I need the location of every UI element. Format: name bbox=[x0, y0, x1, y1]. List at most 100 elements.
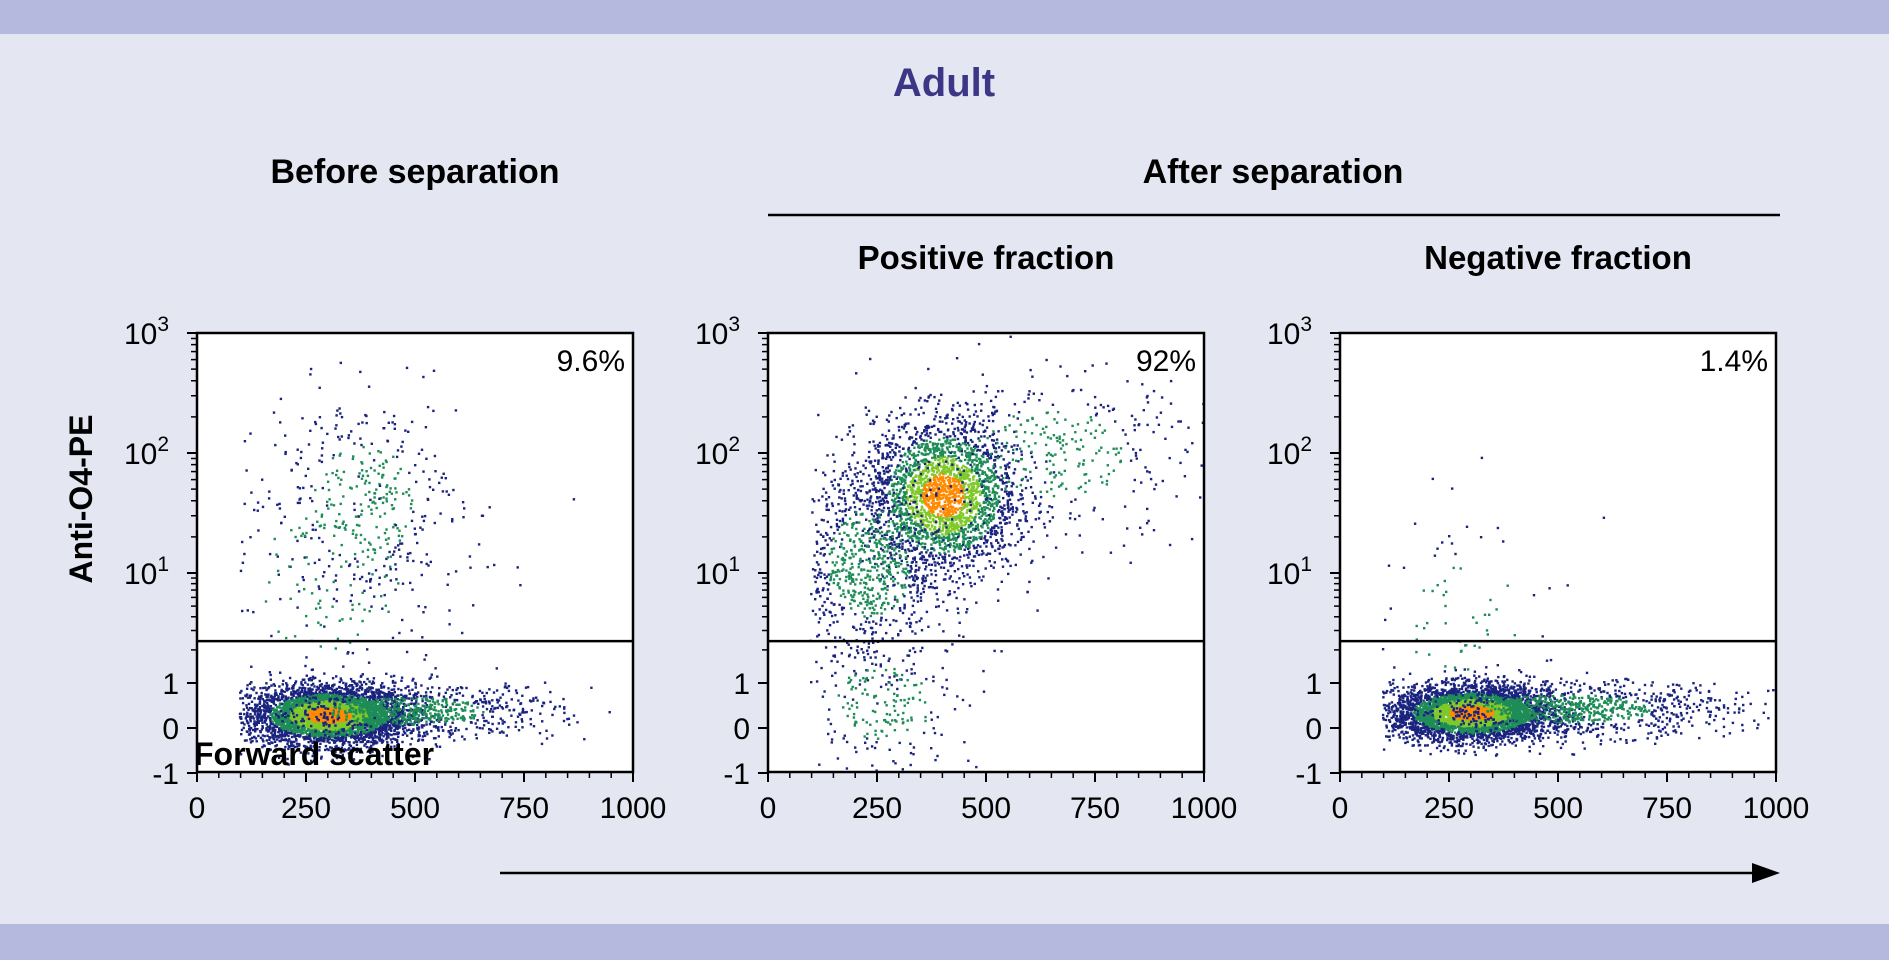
scatter-point bbox=[394, 709, 398, 712]
scatter-point bbox=[402, 706, 405, 709]
scatter-point bbox=[295, 739, 298, 742]
scatter-point bbox=[308, 691, 312, 695]
scatter-point bbox=[284, 697, 287, 701]
scatter-point bbox=[323, 691, 327, 695]
scatter-point bbox=[292, 686, 295, 689]
scatter-point bbox=[301, 730, 304, 733]
scatter-point bbox=[393, 745, 396, 748]
scatter-point bbox=[465, 686, 468, 690]
figure-title: Adult bbox=[893, 61, 995, 105]
scatter-point bbox=[349, 684, 352, 687]
scatter-point bbox=[428, 677, 431, 680]
scatter-point bbox=[271, 727, 274, 731]
scatter-point bbox=[488, 728, 491, 731]
scatter-point bbox=[253, 697, 256, 700]
scatter-point bbox=[374, 724, 378, 727]
scatter-point bbox=[297, 694, 301, 698]
scatter-point bbox=[273, 695, 277, 698]
scatter-point bbox=[347, 722, 351, 725]
scatter-point bbox=[391, 679, 395, 683]
scatter-point bbox=[325, 728, 328, 732]
scatter-point bbox=[323, 697, 326, 700]
scatter-point bbox=[390, 688, 393, 691]
scatter-point bbox=[370, 740, 373, 744]
scatter-point bbox=[411, 712, 415, 716]
scatter-point bbox=[349, 704, 352, 707]
scatter-point bbox=[387, 728, 391, 731]
scatter-point bbox=[481, 727, 484, 730]
scatter-point bbox=[444, 717, 447, 720]
scatter-point bbox=[292, 730, 296, 733]
scatter-point bbox=[419, 710, 422, 714]
scatter-point bbox=[415, 697, 418, 700]
scatter-point bbox=[321, 686, 324, 689]
scatter-point bbox=[261, 738, 264, 741]
scatter-point bbox=[435, 719, 439, 722]
scatter-point bbox=[262, 706, 266, 709]
scatter-point bbox=[319, 689, 323, 692]
scatter-point bbox=[246, 684, 249, 687]
scatter-point bbox=[265, 727, 268, 730]
scatter-point bbox=[455, 692, 458, 695]
scatter-point bbox=[535, 696, 538, 699]
scatter-point bbox=[240, 721, 243, 725]
scatter-point bbox=[524, 686, 528, 689]
scatter-point bbox=[491, 699, 494, 702]
scatter-point bbox=[246, 721, 249, 724]
scatter-point bbox=[284, 730, 287, 733]
scatter-point bbox=[301, 732, 305, 735]
scatter-point bbox=[445, 719, 449, 723]
scatter-point bbox=[437, 694, 441, 697]
scatter-point bbox=[411, 723, 414, 726]
scatter-point bbox=[412, 695, 416, 699]
scatter-point bbox=[504, 685, 507, 688]
scatter-point bbox=[320, 700, 324, 704]
scatter-point bbox=[323, 715, 326, 718]
scatter-point bbox=[367, 686, 371, 689]
scatter-point bbox=[260, 728, 264, 731]
scatter-point bbox=[416, 717, 420, 720]
scatter-point bbox=[406, 734, 409, 737]
scatter-point bbox=[318, 679, 321, 683]
scatter-point bbox=[368, 734, 371, 737]
scatter-point bbox=[259, 687, 262, 690]
scatter-point bbox=[309, 730, 313, 733]
scatter-point bbox=[358, 707, 361, 711]
scatter-point bbox=[321, 703, 325, 706]
scatter-point bbox=[344, 711, 347, 714]
scatter-point bbox=[375, 706, 378, 710]
scatter-point bbox=[392, 724, 395, 727]
scatter-point bbox=[541, 704, 544, 708]
scatter-point bbox=[271, 696, 274, 699]
scatter-point bbox=[499, 717, 502, 720]
scatter-point bbox=[250, 700, 254, 703]
scatter-point bbox=[501, 693, 505, 696]
scatter-point bbox=[277, 719, 280, 723]
scatter-point bbox=[495, 667, 498, 670]
scatter-point bbox=[258, 697, 261, 700]
scatter-point bbox=[541, 720, 544, 723]
scatter-point bbox=[272, 683, 275, 686]
scatter-point bbox=[576, 721, 579, 724]
scatter-point bbox=[371, 680, 375, 683]
scatter-point bbox=[304, 724, 308, 727]
scatter-point bbox=[334, 690, 338, 693]
scatter-point bbox=[483, 719, 486, 723]
scatter-point bbox=[331, 730, 334, 734]
scatter-point bbox=[407, 703, 410, 706]
scatter-point bbox=[341, 700, 345, 704]
scatter-point bbox=[428, 695, 432, 699]
scatter-point bbox=[402, 702, 406, 706]
scatter-point bbox=[383, 703, 387, 706]
scatter-point bbox=[545, 737, 549, 740]
scatter-point bbox=[380, 699, 383, 703]
scatter-point bbox=[265, 723, 268, 726]
scatter-point bbox=[269, 678, 272, 681]
scatter-point bbox=[307, 687, 310, 690]
scatter-point bbox=[281, 713, 284, 716]
scatter-point bbox=[409, 720, 412, 723]
scatter-point bbox=[296, 718, 299, 722]
scatter-point bbox=[321, 705, 324, 708]
scatter-point bbox=[297, 699, 300, 703]
scatter-point bbox=[386, 698, 389, 701]
